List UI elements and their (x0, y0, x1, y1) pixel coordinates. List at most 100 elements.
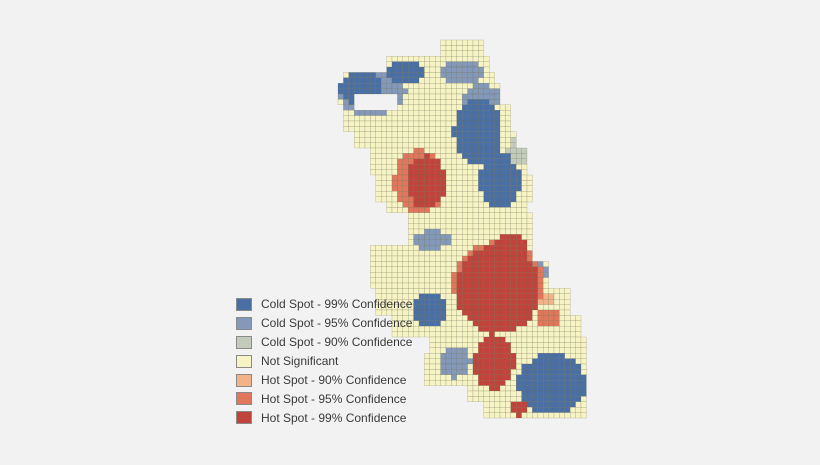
grid-cell (472, 385, 479, 392)
grid-cell (532, 331, 538, 338)
grid-cell (370, 88, 376, 95)
grid-cell (505, 277, 511, 284)
grid-cell (483, 191, 490, 197)
grid-cell (381, 164, 387, 170)
grid-cell (494, 380, 501, 386)
grid-cell (505, 261, 511, 267)
grid-cell (478, 66, 484, 73)
grid-cell (348, 72, 355, 78)
grid-cell (343, 120, 349, 127)
grid-cell (489, 191, 495, 197)
grid-cell (397, 104, 403, 111)
grid-cell (494, 212, 501, 219)
grid-cell (435, 347, 441, 354)
grid-cell (440, 342, 447, 348)
grid-cell (381, 110, 387, 116)
grid-cell (483, 261, 490, 267)
grid-cell (391, 88, 398, 95)
grid-cell (440, 131, 447, 138)
grid-cell (526, 261, 533, 267)
grid-cell (435, 326, 441, 332)
grid-cell (510, 326, 517, 332)
grid-cell (472, 380, 479, 386)
grid-cell (499, 347, 506, 354)
grid-cell (381, 255, 387, 262)
grid-cell (402, 110, 409, 116)
grid-cell (499, 218, 506, 224)
grid-cell (435, 174, 441, 181)
grid-cell (521, 255, 528, 262)
grid-cell (402, 56, 409, 62)
grid-cell (456, 277, 463, 284)
grid-cell (408, 131, 414, 138)
grid-cell (494, 218, 501, 224)
grid-cell (435, 56, 441, 62)
grid-cell (429, 212, 436, 219)
grid-cell (472, 390, 479, 397)
grid-cell (456, 66, 463, 73)
grid-cell (445, 99, 452, 105)
grid-cell (478, 255, 484, 262)
grid-cell (408, 261, 414, 267)
grid-cell (364, 142, 371, 149)
grid-cell (418, 126, 425, 132)
grid-cell (467, 185, 474, 192)
grid-cell (408, 239, 414, 246)
grid-cell (462, 369, 468, 375)
grid-cell (553, 401, 560, 408)
grid-cell (526, 185, 533, 192)
grid-cell (521, 331, 528, 338)
grid-cell (462, 115, 468, 122)
grid-cell (478, 223, 484, 230)
grid-cell (375, 174, 382, 181)
grid-cell (570, 396, 576, 402)
legend-item-cold-90: Cold Spot - 90% Confidence (236, 333, 412, 352)
grid-cell (451, 288, 457, 294)
grid-cell (489, 396, 495, 402)
grid-cell (451, 174, 457, 181)
grid-cell (343, 88, 349, 95)
grid-cell (402, 288, 409, 294)
grid-cell (532, 261, 538, 267)
grid-cell (418, 245, 425, 251)
grid-cell (413, 83, 420, 89)
grid-cell (516, 288, 522, 294)
grid-cell (456, 110, 463, 116)
grid-cell (483, 234, 490, 240)
grid-cell (559, 304, 565, 311)
grid-cell (381, 147, 387, 154)
grid-cell (543, 304, 549, 311)
grid-cell (521, 185, 528, 192)
grid-cell (435, 272, 441, 278)
grid-cell (521, 277, 528, 284)
grid-cell (483, 61, 490, 68)
grid-cell (553, 412, 560, 419)
grid-cell (553, 374, 560, 381)
grid-cell (472, 77, 479, 84)
grid-cell (451, 164, 457, 170)
grid-cell (402, 245, 409, 251)
grid-cell (532, 380, 538, 386)
grid-cell (343, 83, 349, 89)
grid-cell (510, 412, 517, 419)
grid-cell (456, 331, 463, 338)
grid-cell (489, 104, 495, 111)
grid-cell (483, 315, 490, 321)
grid-cell (532, 347, 538, 354)
grid-cell (537, 272, 544, 278)
grid-cell (429, 282, 436, 289)
grid-cell (451, 115, 457, 122)
grid-cell (472, 239, 479, 246)
grid-cell (548, 293, 555, 300)
grid-cell (354, 120, 360, 127)
grid-cell (472, 255, 479, 262)
grid-cell (559, 309, 565, 316)
grid-cell (462, 169, 468, 176)
grid-cell (532, 374, 538, 381)
legend-label-cold-95: Cold Spot - 95% Confidence (261, 316, 413, 331)
grid-cell (451, 282, 457, 289)
grid-cell (516, 363, 522, 370)
legend-label-hot-90: Hot Spot - 90% Confidence (261, 373, 407, 387)
grid-cell (467, 120, 474, 127)
grid-cell (445, 115, 452, 122)
